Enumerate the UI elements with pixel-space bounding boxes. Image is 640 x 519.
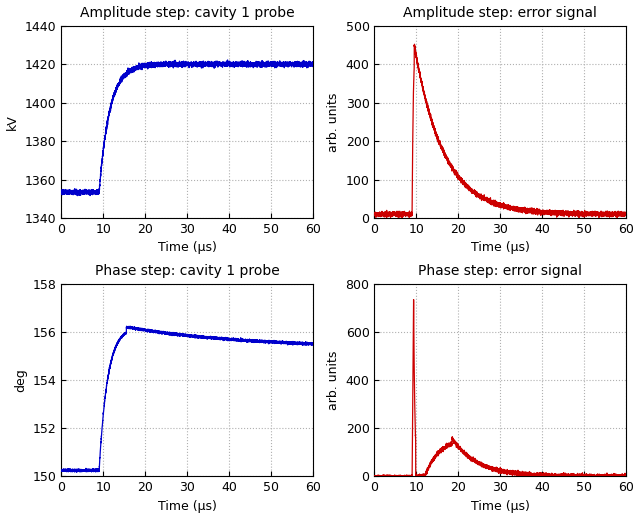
Y-axis label: kV: kV bbox=[6, 114, 19, 130]
Y-axis label: arb. units: arb. units bbox=[327, 350, 340, 410]
Title: Phase step: error signal: Phase step: error signal bbox=[418, 265, 582, 279]
Title: Amplitude step: error signal: Amplitude step: error signal bbox=[403, 6, 597, 20]
X-axis label: Time (μs): Time (μs) bbox=[157, 500, 216, 513]
Y-axis label: deg: deg bbox=[14, 368, 27, 392]
X-axis label: Time (μs): Time (μs) bbox=[470, 500, 529, 513]
X-axis label: Time (μs): Time (μs) bbox=[470, 241, 529, 254]
X-axis label: Time (μs): Time (μs) bbox=[157, 241, 216, 254]
Title: Phase step: cavity 1 probe: Phase step: cavity 1 probe bbox=[95, 265, 280, 279]
Title: Amplitude step: cavity 1 probe: Amplitude step: cavity 1 probe bbox=[80, 6, 294, 20]
Y-axis label: arb. units: arb. units bbox=[327, 92, 340, 152]
